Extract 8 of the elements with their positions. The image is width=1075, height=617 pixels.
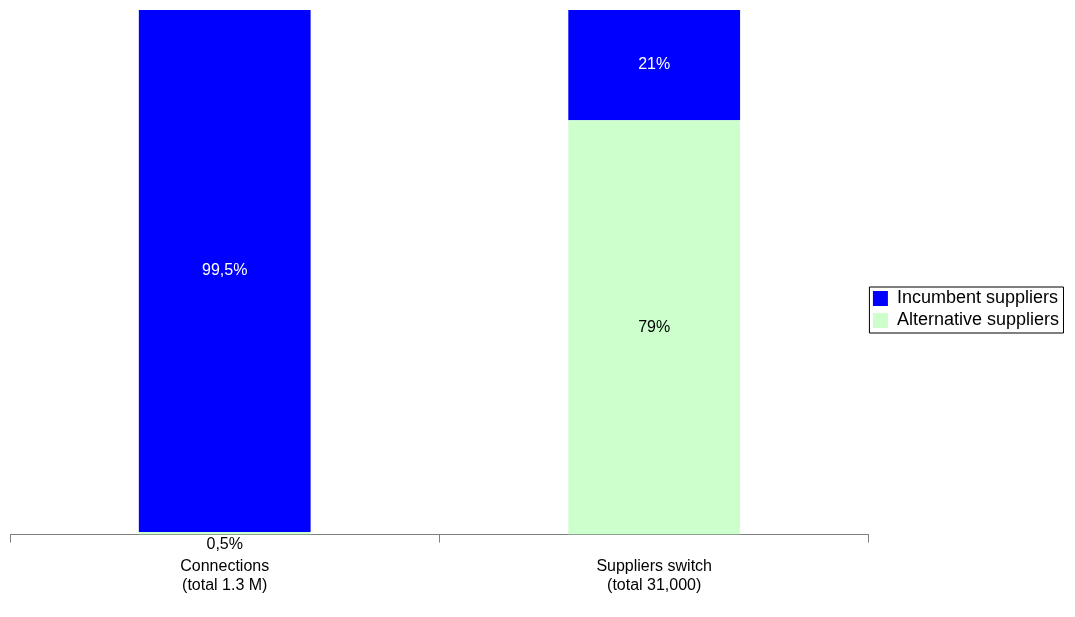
data-label: 0,5%: [206, 535, 243, 553]
x-tick-label: Suppliers switch (total 31,000): [596, 556, 712, 593]
legend-label: Alternative suppliers: [896, 309, 1060, 330]
data-label: 79%: [638, 317, 671, 335]
legend-label: Incumbent suppliers: [896, 287, 1059, 308]
x-tick-label: Connections (total 1.3 M): [180, 556, 270, 593]
data-label: 21%: [638, 55, 671, 73]
data-label: 99,5%: [202, 261, 248, 279]
